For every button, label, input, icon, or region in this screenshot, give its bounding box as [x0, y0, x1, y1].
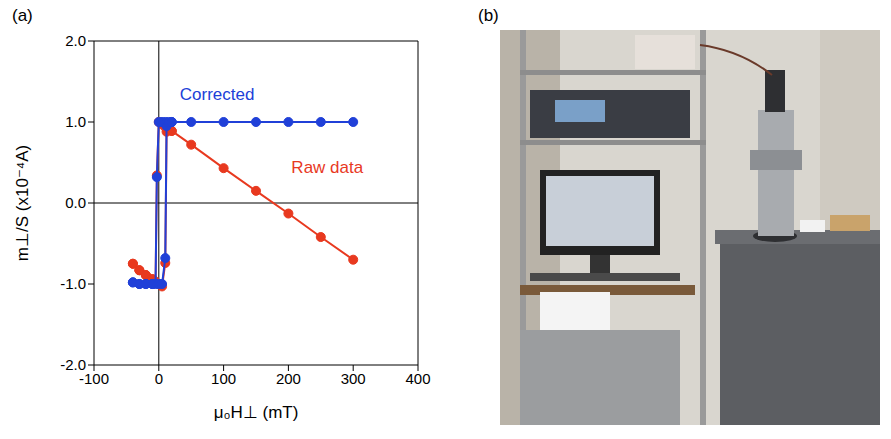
svg-text:m⊥/S (x10⁻⁴A): m⊥/S (x10⁻⁴A) [13, 145, 32, 261]
svg-text:1.0: 1.0 [65, 113, 86, 130]
svg-text:Corrected: Corrected [180, 85, 255, 104]
svg-text:400: 400 [405, 370, 430, 387]
svg-text:2.0: 2.0 [65, 32, 86, 49]
svg-text:200: 200 [276, 370, 301, 387]
svg-text:100: 100 [211, 370, 236, 387]
svg-text:Raw data: Raw data [291, 158, 363, 177]
html-text:(a): (a) [12, 6, 33, 25]
svg-text:0.0: 0.0 [65, 194, 86, 211]
svg-text:0: 0 [155, 370, 163, 387]
svg-text:-100: -100 [79, 369, 109, 387]
svg-text:-1.0: -1.0 [60, 275, 86, 292]
svg-text:μ₀H⊥ (mT): μ₀H⊥ (mT) [214, 403, 299, 422]
svg-text:300: 300 [341, 370, 366, 387]
html-text:(b): (b) [478, 6, 499, 25]
svg-text:-2.0: -2.0 [60, 356, 86, 373]
